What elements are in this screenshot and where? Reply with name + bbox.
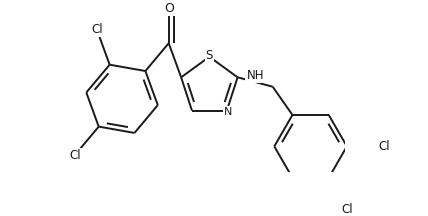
Text: Cl: Cl [378,140,390,153]
Text: N: N [224,107,233,117]
Text: O: O [164,2,174,15]
Text: Cl: Cl [91,23,103,36]
Text: NH: NH [247,69,264,82]
Text: S: S [206,49,213,62]
Text: Cl: Cl [69,149,80,162]
Text: Cl: Cl [342,203,353,216]
